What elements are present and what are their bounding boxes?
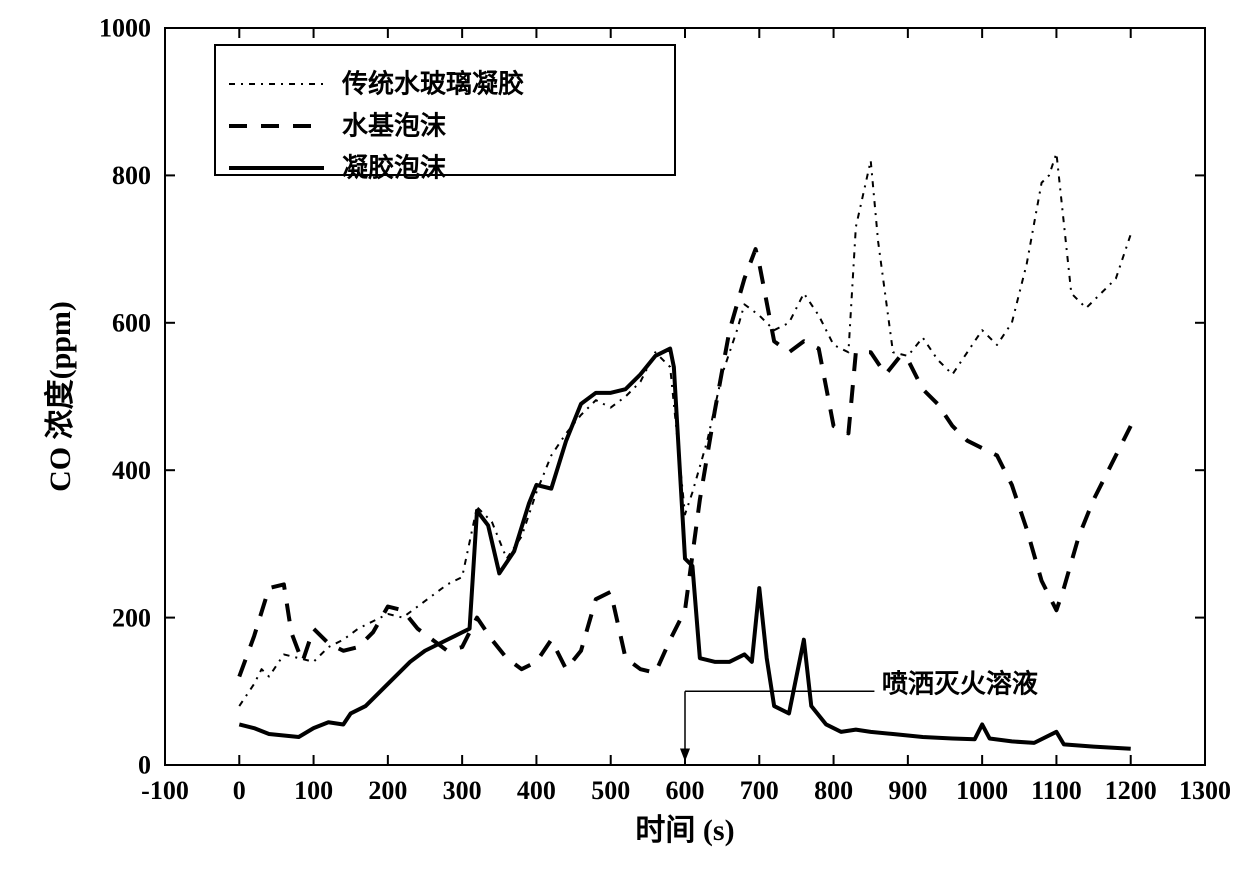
svg-text:1000: 1000: [99, 14, 151, 43]
svg-text:700: 700: [740, 776, 779, 805]
svg-text:1300: 1300: [1179, 776, 1231, 805]
svg-text:600: 600: [666, 776, 705, 805]
svg-text:-100: -100: [141, 776, 189, 805]
chart-svg: -100010020030040050060070080090010001100…: [0, 0, 1240, 875]
svg-text:400: 400: [517, 776, 556, 805]
legend-item-label: 传统水玻璃凝胶: [341, 69, 524, 99]
svg-text:1000: 1000: [956, 776, 1008, 805]
svg-text:300: 300: [443, 776, 482, 805]
svg-text:800: 800: [814, 776, 853, 805]
svg-text:200: 200: [368, 776, 407, 805]
svg-text:200: 200: [112, 603, 151, 632]
svg-text:0: 0: [233, 776, 246, 805]
legend-item-label: 水基泡沫: [342, 112, 447, 141]
legend-item-label: 凝胶泡沫: [342, 153, 447, 183]
co-concentration-chart: -100010020030040050060070080090010001100…: [0, 0, 1240, 875]
svg-text:1200: 1200: [1105, 776, 1157, 805]
svg-text:0: 0: [138, 751, 151, 780]
svg-text:1100: 1100: [1031, 776, 1082, 805]
svg-text:600: 600: [112, 308, 151, 337]
y-axis-label: CO 浓度(ppm): [44, 301, 77, 492]
annotation-label: 喷洒灭火溶液: [882, 669, 1038, 699]
svg-text:500: 500: [591, 776, 630, 805]
svg-text:400: 400: [112, 456, 151, 485]
svg-text:100: 100: [294, 776, 333, 805]
svg-text:900: 900: [888, 776, 927, 805]
svg-text:800: 800: [112, 161, 151, 190]
x-axis-label: 时间 (s): [635, 814, 734, 847]
